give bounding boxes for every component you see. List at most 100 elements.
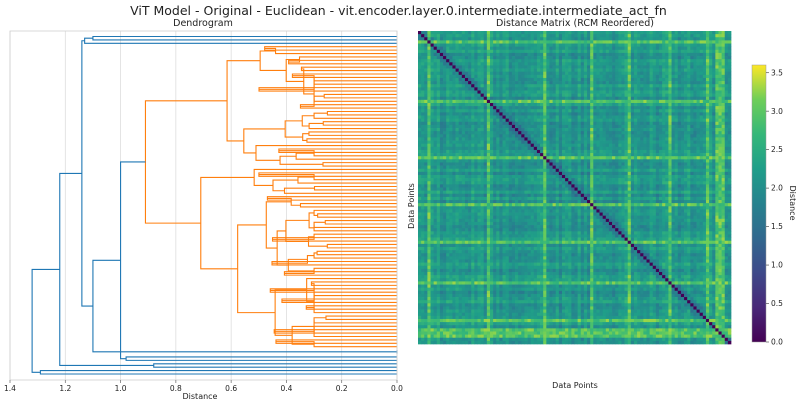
- heatmap-cell: [552, 118, 557, 123]
- heatmap-cell: [596, 37, 600, 41]
- heatmap-cell: [593, 162, 597, 166]
- heatmap-cell: [674, 84, 679, 88]
- heatmap-cell: [615, 128, 619, 132]
- heatmap-cell: [668, 137, 672, 141]
- heatmap-cell: [540, 115, 544, 119]
- heatmap-cell: [624, 143, 629, 148]
- heatmap-cell: [659, 115, 663, 119]
- heatmap-cell: [483, 153, 488, 157]
- heatmap-cell: [439, 52, 444, 57]
- heatmap-cell: [546, 124, 550, 129]
- heatmap-cell: [643, 43, 647, 47]
- heatmap-cell: [630, 56, 635, 60]
- heatmap-cell: [533, 178, 538, 182]
- heatmap-cell: [449, 84, 453, 88]
- heatmap-cell: [449, 71, 453, 76]
- heatmap-cell: [424, 74, 428, 79]
- heatmap-cell: [521, 156, 525, 160]
- heatmap-cell: [721, 121, 726, 126]
- heatmap-cell: [511, 102, 516, 107]
- heatmap-cell: [593, 121, 597, 126]
- heatmap-cell: [630, 174, 635, 179]
- heatmap-cell: [608, 37, 613, 41]
- heatmap-cell: [596, 59, 600, 63]
- heatmap-cell: [640, 140, 644, 145]
- heatmap-cell: [662, 90, 666, 94]
- heatmap-cell: [605, 59, 610, 63]
- heatmap-cell: [427, 46, 431, 51]
- heatmap-cell: [643, 99, 647, 104]
- heatmap-cell: [530, 46, 535, 51]
- heatmap-cell: [515, 118, 519, 123]
- heatmap-cell: [521, 181, 525, 185]
- heatmap-cell: [674, 37, 679, 41]
- heatmap-cell: [568, 74, 572, 79]
- heatmap-cell: [721, 115, 726, 119]
- heatmap-cell: [652, 162, 657, 166]
- heatmap-cell: [712, 37, 716, 41]
- heatmap-cell: [552, 134, 557, 138]
- heatmap-cell: [693, 156, 697, 160]
- heatmap-cell: [724, 56, 729, 60]
- heatmap-cell: [621, 112, 625, 116]
- heatmap-cell: [593, 109, 597, 113]
- heatmap-cell: [615, 168, 619, 173]
- heatmap-cell: [480, 159, 485, 163]
- heatmap-cell: [612, 115, 616, 119]
- heatmap-cell: [602, 109, 607, 113]
- heatmap-cell: [443, 153, 447, 157]
- heatmap-cell: [674, 134, 679, 138]
- heatmap-cell: [474, 156, 478, 160]
- heatmap-cell: [680, 118, 685, 123]
- heatmap-cell: [596, 34, 600, 38]
- heatmap-cell: [452, 68, 456, 73]
- heatmap-cell: [558, 71, 563, 76]
- heatmap-cell: [443, 102, 447, 107]
- heatmap-cell: [502, 74, 506, 79]
- heatmap-cell: [659, 109, 663, 113]
- heatmap-cell: [552, 121, 557, 126]
- heatmap-cell: [549, 174, 553, 179]
- heatmap-cell: [618, 46, 622, 51]
- heatmap-cell: [633, 140, 638, 145]
- heatmap-cell: [471, 34, 475, 38]
- heatmap-cell: [637, 68, 641, 73]
- heatmap-cell: [427, 146, 431, 151]
- heatmap-cell: [574, 71, 578, 76]
- heatmap-cell: [724, 37, 729, 41]
- heatmap-cell: [640, 74, 644, 79]
- heatmap-cell: [493, 40, 497, 44]
- heatmap-cell: [690, 171, 694, 176]
- heatmap-cell: [637, 149, 641, 154]
- heatmap-cell: [430, 168, 434, 173]
- dendrogram-link: [237, 224, 276, 314]
- heatmap-cell: [630, 46, 635, 51]
- heatmap-cell: [480, 81, 485, 85]
- dendrogram-link: [301, 68, 315, 95]
- heatmap-cell: [724, 149, 729, 154]
- heatmap-cell: [602, 43, 607, 47]
- heatmap-cell: [511, 115, 516, 119]
- heatmap-cell: [727, 56, 732, 60]
- heatmap-cell: [480, 156, 485, 160]
- heatmap-cell: [715, 137, 719, 141]
- heatmap-cell: [505, 137, 510, 141]
- heatmap-cell: [605, 121, 610, 126]
- heatmap-cell: [499, 56, 503, 60]
- heatmap-cell: [577, 137, 582, 141]
- heatmap-cell: [549, 118, 553, 123]
- heatmap-cell: [618, 99, 622, 104]
- heatmap-cell: [705, 90, 710, 94]
- heatmap-cell: [690, 31, 694, 35]
- heatmap-cell: [709, 77, 713, 82]
- heatmap-cell: [468, 178, 472, 182]
- heatmap-cell: [477, 128, 481, 132]
- heatmap-cell: [493, 140, 497, 145]
- dendrogram-link: [59, 172, 154, 367]
- heatmap-cell: [552, 46, 557, 51]
- heatmap-cell: [511, 168, 516, 173]
- heatmap-cell: [443, 40, 447, 44]
- heatmap-cell: [543, 84, 547, 88]
- heatmap-cell: [630, 43, 635, 47]
- heatmap-cell: [671, 68, 676, 73]
